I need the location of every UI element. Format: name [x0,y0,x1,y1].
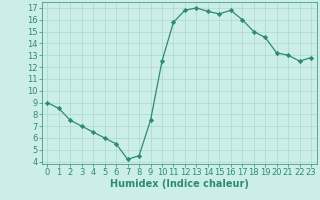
X-axis label: Humidex (Indice chaleur): Humidex (Indice chaleur) [110,179,249,189]
